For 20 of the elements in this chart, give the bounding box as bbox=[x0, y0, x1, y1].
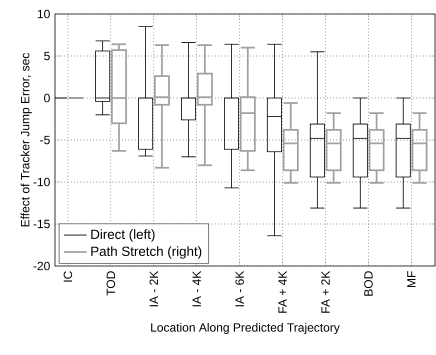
y-tick-label: -5 bbox=[40, 136, 50, 144]
y-axis-title: Effect of Tracker Jump Error, sec bbox=[20, 52, 32, 226]
legend-label: Direct (left) bbox=[91, 229, 155, 242]
x-tick-label: MF bbox=[407, 271, 416, 288]
x-tick-label: IC bbox=[64, 271, 72, 282]
x-tick-label: IA - 2K bbox=[150, 270, 158, 306]
x-tick-label: IA - 6K bbox=[235, 270, 244, 306]
y-tick-label: 5 bbox=[44, 52, 50, 60]
y-tick-label: 10 bbox=[38, 10, 50, 18]
x-tick-label: FA + 2K bbox=[321, 270, 330, 313]
x-axis-title: Location Along Predicted Trajectory bbox=[151, 322, 340, 334]
y-tick-label: -20 bbox=[33, 262, 50, 270]
y-tick-label: 0 bbox=[44, 94, 50, 102]
x-tick-label: IA - 4K bbox=[192, 270, 201, 306]
x-tick-label: TOD bbox=[106, 271, 116, 296]
y-tick-label: -15 bbox=[33, 220, 50, 228]
x-tick-label: FA + 4K bbox=[278, 270, 287, 313]
legend-label: Path Stretch (right) bbox=[91, 246, 202, 259]
y-tick-label: -10 bbox=[33, 178, 50, 186]
x-tick-label: BOD bbox=[364, 271, 373, 296]
